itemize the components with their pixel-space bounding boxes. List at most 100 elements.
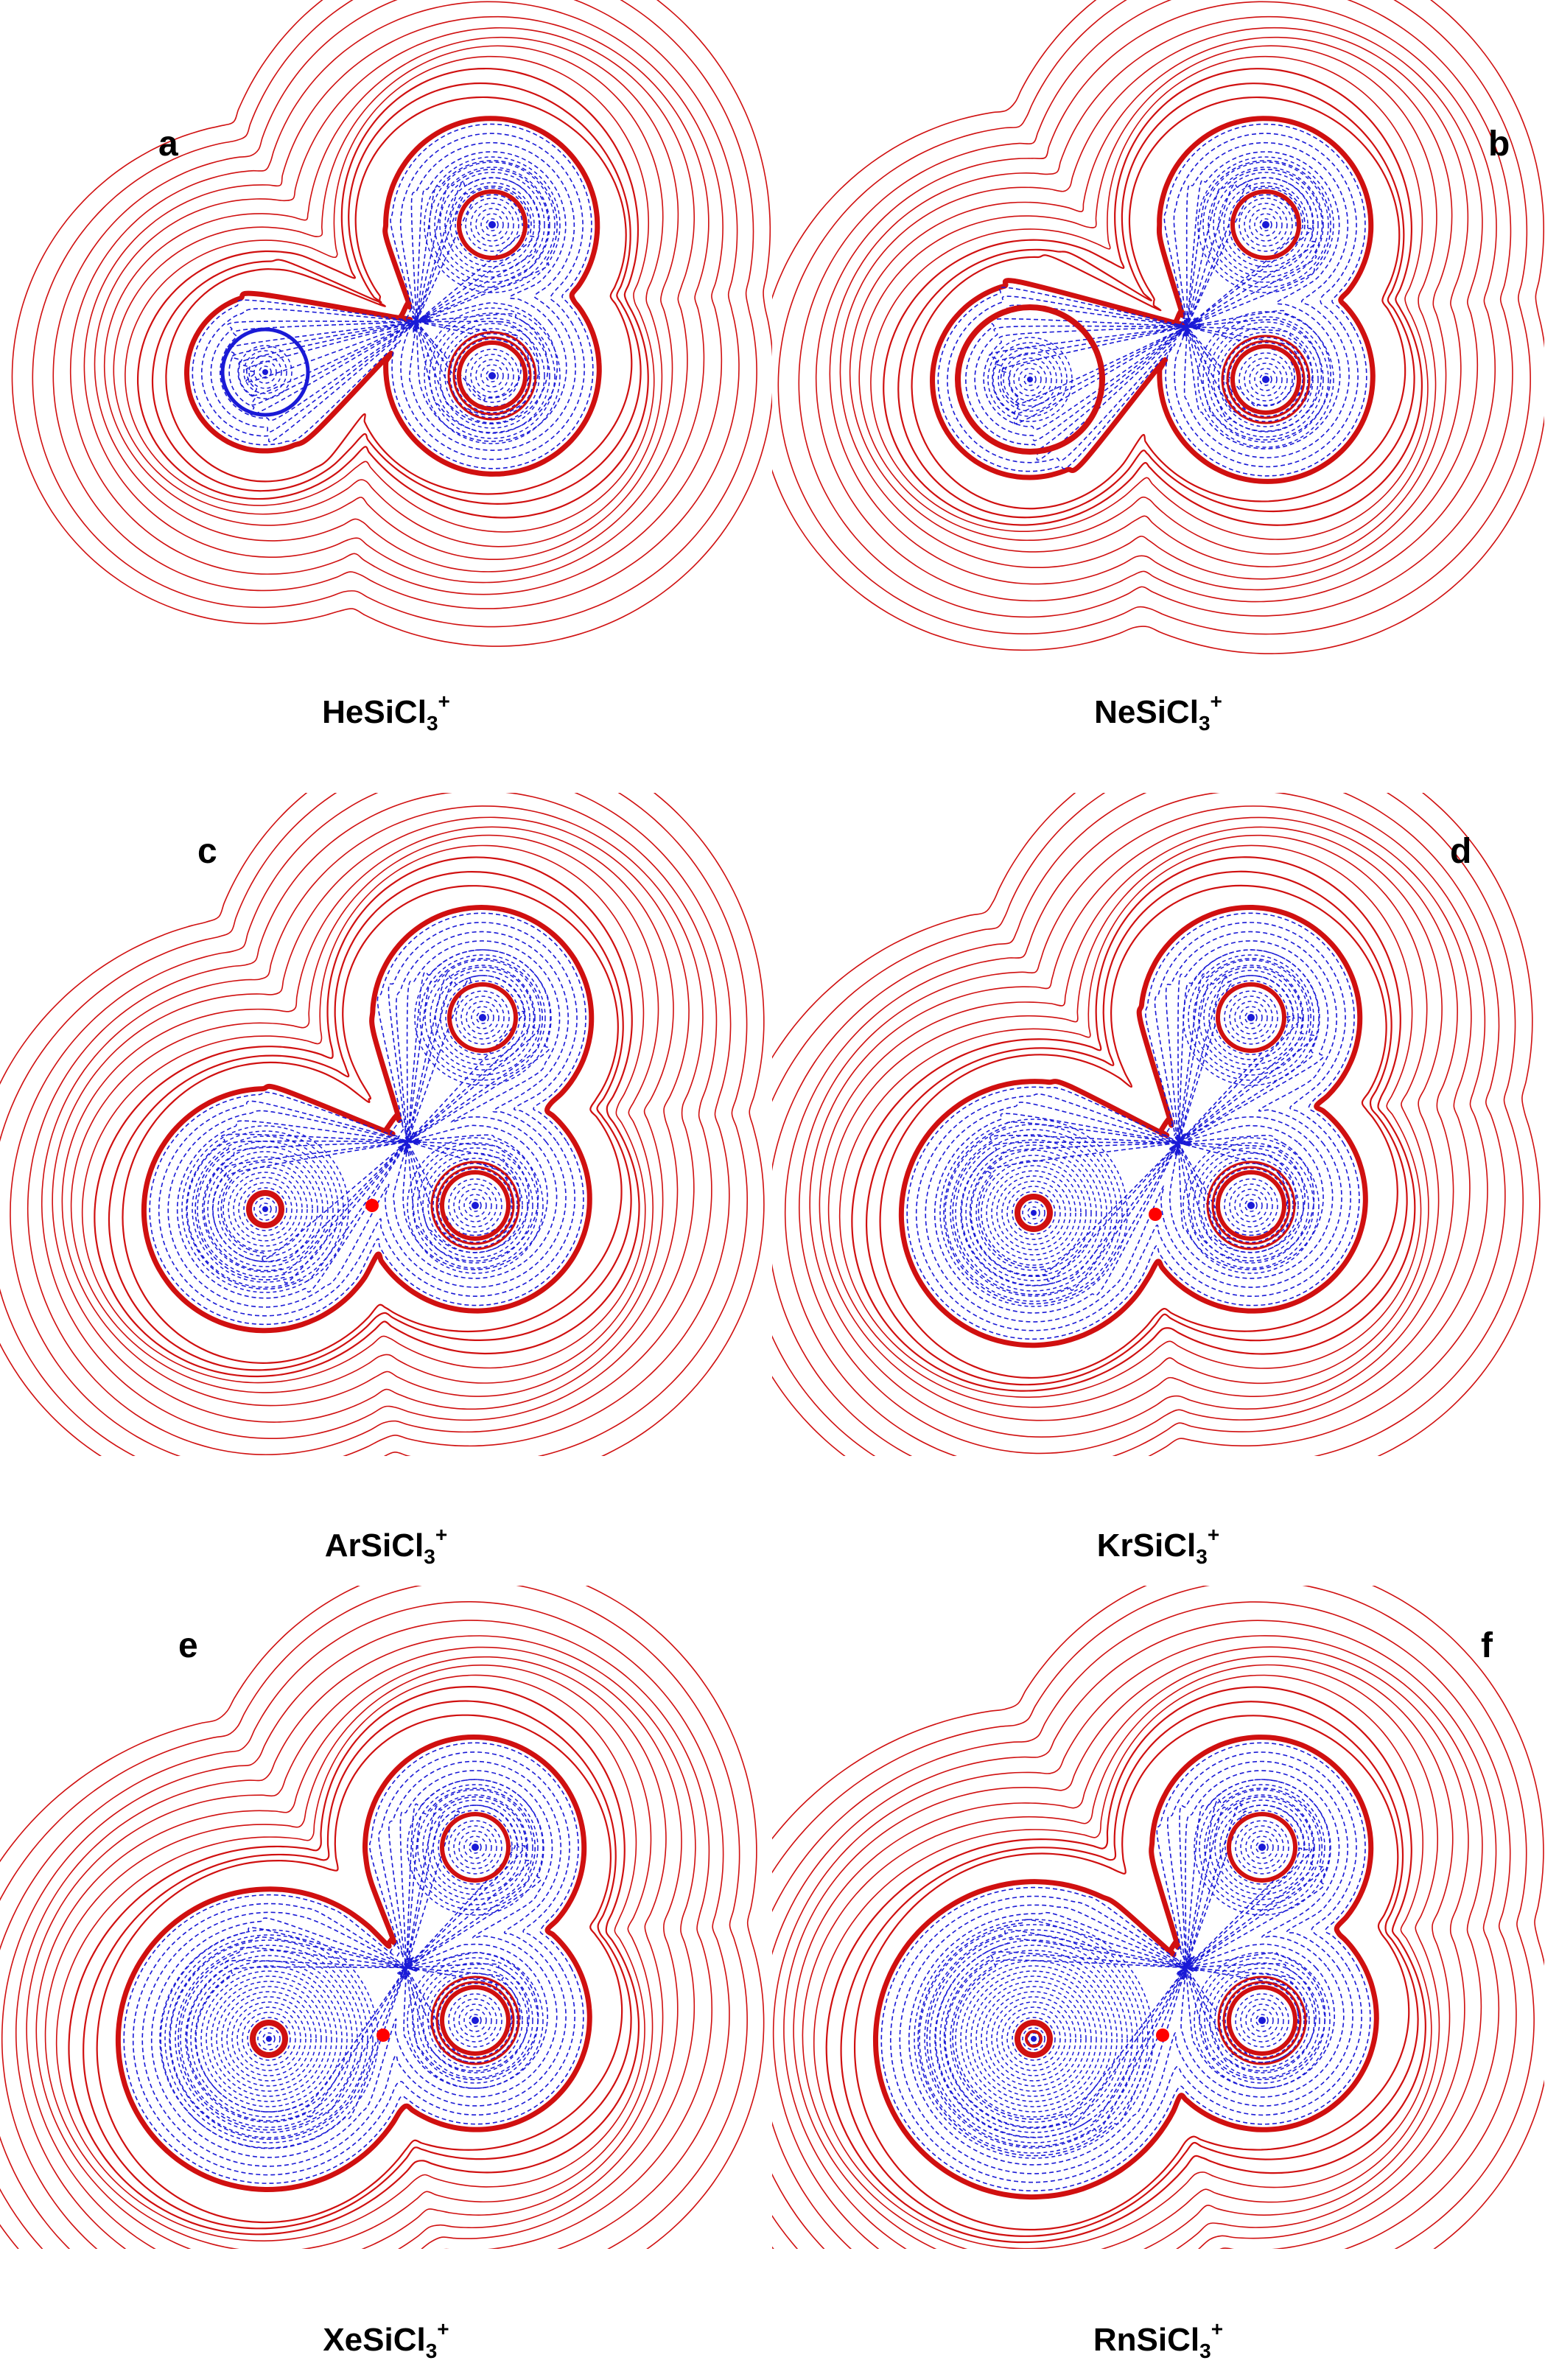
positive-contour-line <box>858 45 1437 555</box>
zero-flux-boundary <box>930 116 1376 484</box>
atomic-basins <box>1015 982 1296 1250</box>
negative-contour-ring <box>444 328 540 424</box>
molecule-label-b: NeSiCl3+ <box>1094 690 1222 735</box>
negative-contour-ring <box>424 307 561 444</box>
negative-contour-ring <box>216 1986 322 2092</box>
negative-contour-ring <box>445 980 520 1055</box>
positive-contour-line <box>55 1674 645 2242</box>
positive-contour-line <box>838 844 1422 1398</box>
negative-contour-line <box>200 133 585 461</box>
negative-contour-ring <box>438 1810 513 1885</box>
positive-contour-line <box>0 1586 748 2249</box>
negative-contour-ring <box>202 1146 329 1273</box>
cl-atom-bottom-ring <box>457 340 528 411</box>
negative-contour-line <box>974 160 1331 441</box>
noble-gas-nucleus <box>262 1206 268 1212</box>
negative-contour-ring <box>1023 373 1037 386</box>
negative-contour-ring <box>934 1939 1133 2138</box>
zero-flux-boundary <box>183 116 602 477</box>
negative-contour-ring <box>424 959 541 1076</box>
negative-contour-ring <box>469 2014 482 2027</box>
positive-contour-line <box>772 1601 1517 2249</box>
negative-contour-ring <box>1235 1820 1289 1875</box>
negative-contour-ring <box>228 1172 303 1247</box>
positive-contour-line <box>52 0 740 609</box>
positive-contour-line <box>68 1685 640 2236</box>
zero-flux-boundary <box>872 1735 1379 2200</box>
negative-contour-ring <box>181 1125 349 1293</box>
positive-contour-line <box>839 27 1469 580</box>
positive-contours-outer <box>11 0 772 647</box>
bond-critical-point <box>376 2029 390 2042</box>
negative-contour-ring <box>475 208 509 242</box>
cl-atom-bottom-ring <box>1216 1170 1286 1241</box>
positive-contour-line <box>165 96 633 495</box>
negative-contour-ring <box>444 177 540 273</box>
negative-contour-ring <box>1259 373 1272 386</box>
cl-atom-bottom-ring <box>440 1985 511 2056</box>
negative-contour-ring <box>463 2009 487 2032</box>
negative-contour-ring <box>233 1177 298 1242</box>
cl-atom-top-ring <box>457 189 528 260</box>
panel-e: e XeSiCl3+ <box>0 1586 772 2379</box>
positive-contour-line <box>849 36 1453 567</box>
positive-contour-line <box>851 856 1416 1392</box>
negative-contour-ring <box>243 350 287 394</box>
negative-contour-ring <box>407 1137 544 1274</box>
cl-atom-top-nucleus <box>1258 1844 1266 1851</box>
negative-contour-line <box>186 1805 526 2122</box>
negative-contours <box>880 1742 1371 2192</box>
positive-contour-line <box>113 45 664 547</box>
negative-contour-ring <box>422 1967 528 2073</box>
negative-contour-line <box>908 1770 1345 2166</box>
positive-contour-line <box>69 1 724 595</box>
negative-contour-ring <box>195 1965 343 2113</box>
cl-atom-bottom-ring <box>1222 1981 1302 2060</box>
positive-contour-line <box>125 55 655 533</box>
negative-contour-ring <box>1229 1183 1273 1228</box>
negative-contour-ring <box>475 359 509 393</box>
positive-contour-line <box>777 0 1531 635</box>
negative-contour-ring <box>1214 1799 1310 1895</box>
panel-letter-d: d <box>1450 832 1472 871</box>
positive-contour-line <box>94 856 640 1378</box>
negative-contour-ring <box>975 1981 1092 2097</box>
negative-contour-ring <box>458 1830 492 1864</box>
negative-contour-ring <box>455 338 530 413</box>
contour-plot-f <box>772 1586 1544 2249</box>
negative-contour-ring <box>1204 1962 1320 2079</box>
contour-plot-c <box>0 793 765 1456</box>
cl-atom-top-nucleus <box>1247 1014 1255 1021</box>
negative-contour-ring <box>1245 1830 1279 1864</box>
negative-contour-line <box>906 912 1360 1340</box>
negative-contour-ring <box>480 213 504 237</box>
negative-contour-ring <box>1240 1998 1284 2043</box>
negative-contour-ring <box>1199 1784 1325 1911</box>
negative-contour-ring <box>1194 1779 1331 1916</box>
negative-contour-line <box>167 931 570 1308</box>
negative-contour-ring <box>1249 363 1283 396</box>
cl-atom-bottom-ring <box>1217 1975 1307 2065</box>
negative-contour-ring <box>417 1789 533 1905</box>
positive-contour-line <box>122 885 623 1364</box>
panel-f: f RnSiCl3+ <box>772 1586 1544 2379</box>
negative-contour-ring <box>259 1203 272 1216</box>
negative-contour-ring <box>1018 368 1042 391</box>
negative-contour-ring <box>463 1835 487 1859</box>
positive-contour-line <box>83 1700 632 2230</box>
negative-contour-ring <box>1224 1178 1278 1233</box>
negative-contours <box>937 123 1367 477</box>
negative-contour-ring <box>1006 2012 1061 2066</box>
positive-contours-outer <box>0 793 765 1456</box>
negative-contour-ring <box>914 1919 1154 2159</box>
noble-gas-atom-ring <box>1015 2020 1053 2058</box>
positive-contour-line <box>827 834 1429 1408</box>
negative-contour-ring <box>217 1161 313 1257</box>
negative-contour-ring <box>237 2006 301 2071</box>
negative-contour-ring <box>960 1965 1107 2113</box>
negative-contour-ring <box>455 990 510 1045</box>
noble-gas-nucleus <box>266 2036 272 2042</box>
cl-atom-bottom-ring <box>435 1166 515 1245</box>
negative-contour-ring <box>238 345 292 399</box>
panel-letter-e: e <box>178 1626 198 1665</box>
